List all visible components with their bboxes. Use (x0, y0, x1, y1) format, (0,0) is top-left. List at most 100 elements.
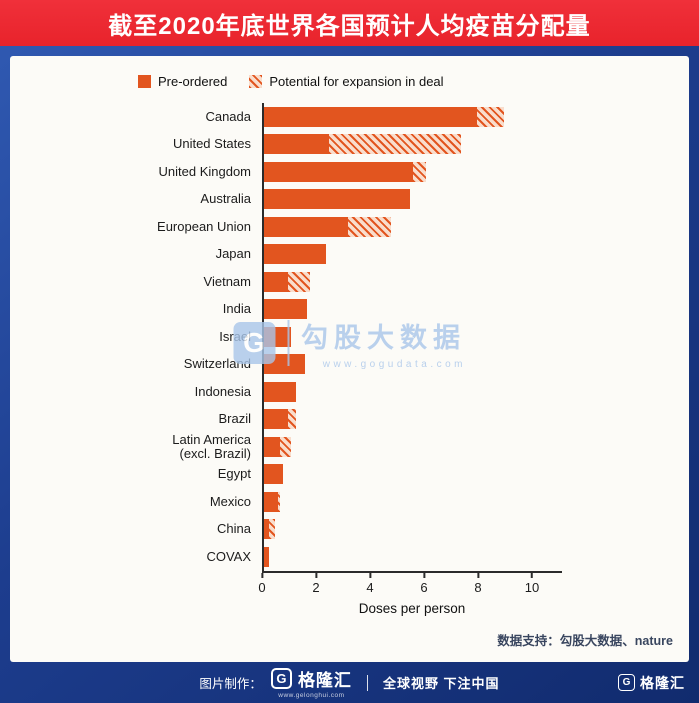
bar-row: Australia (10, 185, 689, 213)
gelonghui-brand-name: 格隆汇 (297, 671, 352, 690)
chart-card: Pre-ordered Potential for expansion in d… (10, 56, 689, 662)
bar-expansion (328, 134, 462, 155)
x-tick: 6 (420, 572, 428, 595)
bar-preordered (264, 271, 289, 292)
bar-preordered (264, 134, 329, 155)
footer-right-brand: G 格隆汇 (618, 673, 685, 693)
x-tick: 2 (312, 572, 320, 595)
tick-label: 2 (312, 579, 320, 595)
bar-track (262, 295, 689, 323)
bar-row: Brazil (10, 405, 689, 433)
gelonghui-logo-icon-right: G (618, 674, 635, 691)
bar-expansion (277, 491, 281, 512)
bar-preordered (264, 519, 270, 540)
bar-row: China (10, 515, 689, 543)
bars: Canada United States United Kingdom Austral… (10, 103, 689, 571)
tick-label: 0 (258, 579, 266, 595)
bar-expansion (288, 409, 297, 430)
page-title: 截至2020年底世界各国预计人均疫苗分配量 (108, 12, 591, 40)
bar-preordered (264, 299, 308, 320)
category-label: India (222, 301, 251, 317)
bar-preordered (264, 546, 270, 567)
bar-track (262, 488, 689, 516)
footer: 图片制作： G 格隆汇 www.gelonghui.com 全球视野 下注中国 … (0, 662, 699, 703)
bar-track (262, 378, 689, 406)
tick-label: 6 (420, 579, 428, 595)
watermark-text-block: 勾股大数据 www.gogudata.com (301, 316, 466, 370)
watermark-url: www.gogudata.com (322, 359, 466, 370)
bar-track (262, 543, 689, 571)
bar-preordered (264, 436, 281, 457)
footer-slogan: 全球视野 下注中国 (382, 676, 500, 691)
bar-track (262, 515, 689, 543)
bar-track (262, 103, 689, 131)
legend-swatch-hatch (249, 75, 263, 88)
x-tick: 10 (524, 572, 540, 595)
x-tick: 4 (366, 572, 374, 595)
category-label: Indonesia (194, 383, 251, 399)
bar-row: European Union (10, 213, 689, 241)
category-label: Japan (215, 246, 251, 262)
bar-track (262, 433, 689, 461)
bar-row: Egypt (10, 460, 689, 488)
category-label: Switzerland (183, 356, 251, 372)
bar-row: Mexico (10, 488, 689, 516)
legend-item-preordered: Pre-ordered (138, 74, 227, 89)
category-label: China (217, 521, 251, 537)
bar-track (262, 213, 689, 241)
title-banner: 截至2020年底世界各国预计人均疫苗分配量 (0, 0, 699, 46)
tick-mark (476, 572, 479, 578)
category-label: Egypt (217, 466, 251, 482)
tick-mark (368, 572, 371, 578)
watermark-divider (287, 320, 289, 366)
bar-track (262, 185, 689, 213)
bar-track (262, 268, 689, 296)
made-by-label: 图片制作： (199, 677, 262, 691)
bar-preordered (264, 464, 283, 485)
bar-preordered (264, 189, 410, 210)
legend-item-expansion: Potential for expansion in deal (249, 74, 444, 89)
source-note: 数据支持：勾股大数据、nature (497, 634, 673, 648)
bar-row: India (10, 295, 689, 323)
bar-expansion (269, 519, 275, 540)
bar-expansion (477, 106, 505, 127)
category-label: Canada (205, 108, 251, 124)
tick-label: 10 (524, 579, 540, 595)
bar-track (262, 158, 689, 186)
gelonghui-brand-row: G 格隆汇 (270, 666, 352, 691)
watermark-brand: 勾股大数据 (301, 323, 466, 353)
category-label: Vietnam (203, 273, 251, 289)
bar-track (262, 460, 689, 488)
bar-row: Indonesia (10, 378, 689, 406)
gelonghui-brand-name-right: 格隆汇 (640, 674, 685, 691)
category-label: Latin America (excl. Brazil) (172, 432, 251, 461)
legend-label-preordered: Pre-ordered (158, 74, 228, 89)
tick-mark (260, 572, 263, 578)
bar-preordered (264, 216, 348, 237)
gelonghui-brand: G 格隆汇 www.gelonghui.com (270, 666, 352, 699)
bar-expansion (288, 271, 310, 292)
legend-label-expansion: Potential for expansion in deal (269, 74, 444, 89)
bar-expansion (280, 436, 291, 457)
tick-label: 8 (474, 579, 482, 595)
category-label: Israel (10, 330, 262, 344)
bar-preordered (264, 381, 297, 402)
tick-label: 4 (366, 579, 374, 595)
bar-row: United Kingdom (10, 158, 689, 186)
category-label: Australia (200, 191, 251, 207)
watermark: G 勾股大数据 www.gogudata.com (233, 316, 466, 370)
bar-preordered (264, 491, 278, 512)
legend: Pre-ordered Potential for expansion in d… (138, 74, 689, 89)
gelonghui-brand-url: www.gelonghui.com (278, 692, 345, 699)
bar-row: Canada (10, 103, 689, 131)
bar-row: Japan (10, 240, 689, 268)
bar-expansion (347, 216, 391, 237)
gogudata-logo-icon: G (233, 322, 275, 364)
category-label: Brazil (218, 411, 251, 427)
bar-row: COVAX (10, 543, 689, 571)
bar-expansion (412, 161, 426, 182)
category-label: European Union (157, 218, 251, 234)
legend-swatch-solid (138, 75, 151, 88)
bar-track (262, 130, 689, 158)
